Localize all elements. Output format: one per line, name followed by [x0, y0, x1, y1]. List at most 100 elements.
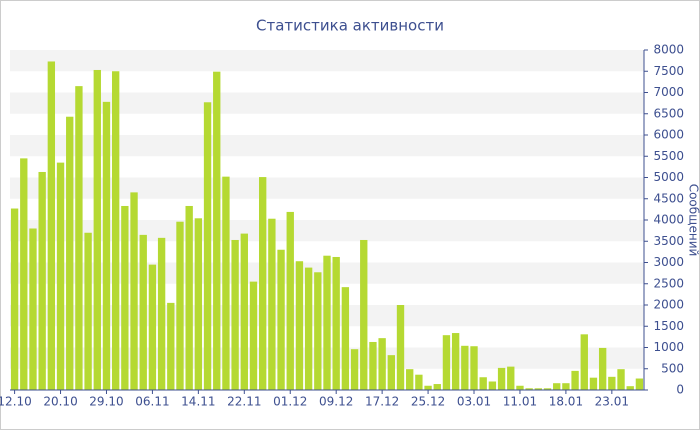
bar	[268, 218, 276, 390]
bar	[222, 176, 230, 390]
bar	[249, 281, 258, 390]
bar	[332, 256, 340, 390]
bar	[507, 366, 515, 390]
bar	[194, 218, 203, 390]
bar	[304, 267, 313, 390]
bar	[461, 345, 469, 390]
bar	[571, 370, 579, 390]
bar	[66, 116, 74, 390]
y-tick-label: 1500	[653, 319, 684, 333]
grid-band	[10, 92, 644, 114]
bar	[415, 374, 423, 390]
bar	[534, 388, 543, 390]
x-tick-label: 06.11	[135, 395, 169, 409]
y-axis-label: Сообщений	[687, 184, 700, 257]
bar	[240, 233, 248, 390]
x-tick-label: 11.01	[503, 395, 537, 409]
bar	[470, 346, 478, 390]
bar	[323, 255, 331, 390]
y-tick-label: 1000	[653, 340, 684, 354]
bar	[314, 272, 322, 390]
bar	[121, 205, 129, 390]
bar	[553, 383, 561, 390]
bar	[185, 205, 193, 390]
bar	[497, 367, 506, 390]
y-tick-label: 2000	[653, 298, 684, 312]
bar	[433, 384, 441, 390]
bar	[424, 385, 432, 390]
y-tick-label: 500	[661, 361, 684, 375]
bar	[488, 381, 497, 390]
grid-band	[10, 135, 644, 157]
bar	[102, 101, 111, 390]
x-tick-label: 09.12	[319, 395, 353, 409]
bar	[157, 237, 166, 390]
bar	[442, 335, 451, 390]
bar	[360, 239, 368, 390]
bar	[396, 305, 405, 390]
bar	[84, 232, 92, 390]
bar	[608, 376, 616, 390]
bar	[75, 86, 83, 390]
bar	[451, 333, 460, 390]
chart-title: Статистика активности	[256, 17, 444, 35]
bar	[148, 264, 157, 390]
bar	[369, 341, 377, 390]
x-tick-label: 17.12	[365, 395, 399, 409]
bar	[231, 239, 239, 390]
grid-band	[10, 177, 644, 199]
x-tick-label: 22.11	[227, 395, 261, 409]
bar	[176, 221, 184, 390]
y-tick-label: 6000	[653, 128, 684, 142]
bar	[580, 334, 588, 390]
bar	[203, 102, 212, 391]
bar	[626, 386, 634, 390]
bar	[20, 158, 28, 390]
bar	[516, 385, 524, 390]
bar	[387, 355, 395, 390]
y-tick-label: 0	[676, 383, 684, 397]
bar	[562, 383, 570, 390]
bar	[350, 349, 359, 390]
grid-band	[10, 220, 644, 242]
bar	[93, 69, 101, 390]
bar	[167, 302, 175, 390]
y-tick-label: 4500	[653, 191, 684, 205]
bar	[139, 234, 147, 390]
bar	[130, 192, 138, 390]
x-tick-label: 20.10	[43, 395, 77, 409]
grid-band	[10, 50, 644, 72]
bar	[10, 208, 19, 390]
bar	[286, 211, 294, 390]
x-tick-label: 03.01	[457, 395, 491, 409]
bar	[617, 369, 625, 390]
bar	[295, 261, 304, 390]
bar	[56, 162, 65, 390]
y-tick-label: 2500	[653, 276, 684, 290]
bar	[47, 61, 56, 390]
bar	[406, 369, 414, 390]
y-tick-label: 5000	[653, 170, 684, 184]
bar	[277, 249, 285, 390]
bar	[341, 287, 350, 390]
y-tick-label: 3000	[653, 255, 684, 269]
bar	[29, 228, 37, 390]
y-tick-label: 7000	[653, 85, 684, 99]
x-tick-label: 12.10	[0, 395, 32, 409]
bar	[259, 177, 267, 390]
bar	[213, 71, 221, 391]
bar	[111, 71, 120, 390]
x-tick-label: 01.12	[273, 395, 307, 409]
x-tick-label: 18.01	[549, 395, 583, 409]
bar	[479, 377, 487, 390]
y-tick-label: 4000	[653, 213, 684, 227]
bar	[635, 378, 644, 390]
bar	[525, 388, 533, 390]
y-tick-label: 3500	[653, 234, 684, 248]
y-tick-label: 7500	[653, 64, 684, 78]
bar	[598, 347, 607, 390]
x-tick-label: 14.11	[181, 395, 215, 409]
y-tick-label: 8000	[653, 43, 684, 57]
y-tick-label: 5500	[653, 149, 684, 163]
